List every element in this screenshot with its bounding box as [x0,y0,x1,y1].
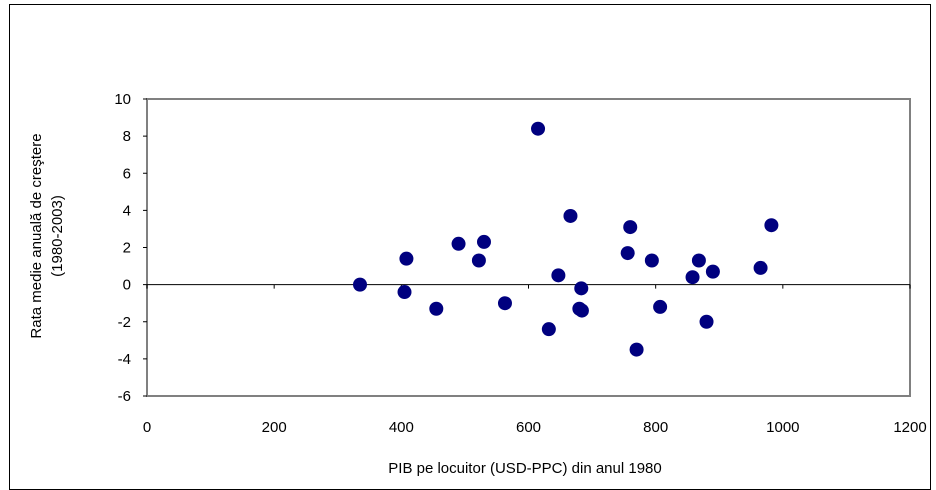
data-point [471,253,486,268]
data-point [429,301,444,316]
x-tick-label: 1000 [766,419,799,436]
data-point [353,277,368,292]
data-point [685,270,700,285]
x-axis-label: PIB pe locuitor (USD-PPC) din anul 1980 [388,460,661,477]
y-tick-label: 10 [114,91,131,108]
x-tick-label: 0 [143,419,151,436]
data-point [764,218,779,233]
data-point [399,251,414,266]
data-point [563,208,578,223]
data-point [497,296,512,311]
y-tick-label: 8 [123,128,131,145]
x-tick-label: 600 [516,419,541,436]
data-point [476,234,491,249]
y-tick-label: 6 [123,165,131,182]
data-point [451,236,466,251]
data-point [551,268,566,283]
y-tick-label: -4 [118,351,131,368]
y-tick-label: -2 [118,314,131,331]
data-point [629,342,644,357]
y-tick-label: 0 [123,277,131,294]
x-tick-label: 800 [643,419,668,436]
data-point [397,285,412,300]
x-tick-label: 200 [262,419,287,436]
x-tick-label: 400 [389,419,414,436]
data-point [541,322,556,337]
y-tick-label: 2 [123,240,131,257]
y-tick-labels: 10 8 6 4 2 0 -2 -4 -6 [114,91,131,405]
data-point [620,246,635,261]
data-point [574,281,589,296]
plot-area [146,98,911,397]
y-tick-label: -6 [118,388,131,405]
data-point [644,253,659,268]
data-point [691,253,706,268]
data-point [653,299,668,314]
data-point [705,264,720,279]
x-tick-labels: 0 200 400 600 800 1000 1200 [143,419,927,436]
data-points [353,121,779,357]
x-tick-label: 1200 [893,419,926,436]
y-axis-label-line2: (1980-2003) [49,195,66,277]
data-point [531,121,546,136]
axis-ticks [143,98,911,397]
data-point [753,260,768,275]
data-point [574,303,589,318]
y-axis-label-line1: Rata medie anuală de creştere [28,133,45,338]
data-point [623,220,638,235]
data-point [699,314,714,329]
y-tick-label: 4 [123,202,131,219]
